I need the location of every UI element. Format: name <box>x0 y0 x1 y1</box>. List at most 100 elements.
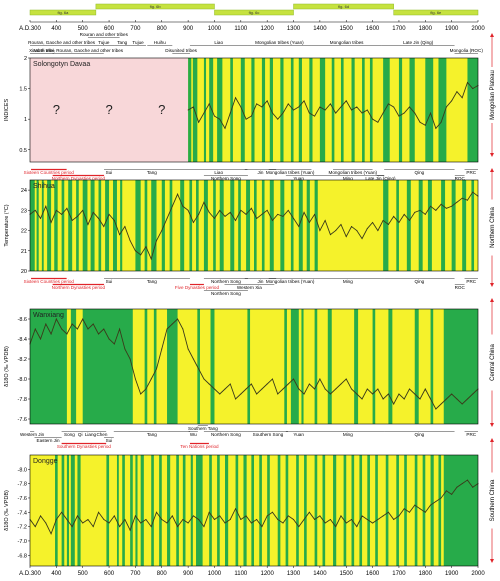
cold-period-band <box>309 58 313 162</box>
data-point <box>472 191 474 193</box>
region-arrow-down-icon <box>490 423 494 427</box>
dynasty-label: Liao <box>214 40 223 45</box>
panel-solongotyn-davaa: ?? ? 0.5 1 1.5 2 INDICES Solongotyn Davaa Rouran… <box>4 32 483 187</box>
top-axis-label: 600 <box>104 26 115 32</box>
data-point <box>171 515 173 517</box>
data-point <box>293 109 295 111</box>
data-point <box>140 522 142 524</box>
cold-period-band <box>343 455 347 566</box>
cold-period-band <box>41 180 44 271</box>
data-point <box>456 486 458 488</box>
y-tick-label: 24 <box>21 188 27 194</box>
top-axis-label: 2000 <box>471 26 485 32</box>
cold-period-band <box>327 309 332 424</box>
question-mark: ? <box>53 102 60 117</box>
data-point <box>198 368 200 370</box>
data-point <box>203 201 205 203</box>
cold-period-band <box>388 309 393 424</box>
data-point <box>203 378 205 380</box>
top-axis-label: 1700 <box>392 26 406 32</box>
cold-period-band <box>306 180 310 271</box>
cold-period-band <box>140 455 144 566</box>
data-point <box>129 529 131 531</box>
data-point <box>372 118 374 120</box>
x-tick-label: 900 <box>183 571 194 577</box>
cold-period-band <box>314 180 318 271</box>
data-point <box>271 112 273 114</box>
data-point <box>177 526 179 528</box>
data-point <box>76 215 78 217</box>
data-point <box>145 246 147 248</box>
y-tick-label: 21 <box>21 249 27 255</box>
data-point <box>277 518 279 520</box>
cold-period-band <box>55 455 58 566</box>
data-point <box>92 526 94 528</box>
data-point <box>45 522 47 524</box>
cold-period-band <box>351 58 355 162</box>
cold-period-band <box>210 309 215 424</box>
fig-segment-label: fig. 6a <box>57 10 69 15</box>
cold-period-band <box>213 180 216 271</box>
data-point <box>250 383 252 385</box>
y-tick-label: -8.0 <box>18 467 27 473</box>
data-point <box>335 388 337 390</box>
dynasty-label: Southern Dynasties period <box>57 444 112 449</box>
data-point <box>177 193 179 195</box>
dynasty-label: ROC <box>455 176 466 181</box>
data-point <box>224 388 226 390</box>
data-point <box>134 515 136 517</box>
data-point <box>329 393 331 395</box>
data-point <box>198 518 200 520</box>
cold-period-band <box>359 455 363 566</box>
dynasty-label: Northern Dynasties period <box>52 285 106 290</box>
dynasty-label: Yuan <box>293 432 304 437</box>
y-tick-label: -7.6 <box>18 496 27 502</box>
dynasty-label: Mongolian tribes (Yuan) <box>266 279 315 284</box>
data-point <box>108 213 110 215</box>
cold-period-band <box>280 180 285 271</box>
data-point <box>161 348 163 350</box>
cold-period-band <box>120 180 123 271</box>
data-point <box>366 109 368 111</box>
data-point <box>461 483 463 485</box>
dynasty-label: Tang <box>147 279 157 284</box>
data-point <box>372 393 374 395</box>
data-point <box>408 511 410 513</box>
data-point <box>108 522 110 524</box>
data-point <box>213 115 215 117</box>
data-point <box>372 221 374 223</box>
y-tick-label: -7.8 <box>18 397 27 403</box>
cold-period-band <box>418 180 423 271</box>
dynasty-label: Mongolian tribes (Yuan) <box>329 170 378 175</box>
data-point <box>198 213 200 215</box>
fig-segment-label: fig. 6b <box>150 4 162 9</box>
data-point <box>140 254 142 256</box>
dynasty-label: Sui <box>106 438 113 443</box>
x-tick-label: 2000 <box>471 571 485 577</box>
data-point <box>261 526 263 528</box>
cold-period-band <box>375 455 378 566</box>
data-point <box>414 112 416 114</box>
data-point <box>461 97 463 99</box>
data-point <box>229 211 231 213</box>
data-point <box>345 236 347 238</box>
data-point <box>235 398 237 400</box>
data-point <box>303 211 305 213</box>
cold-period-band <box>396 455 399 566</box>
data-point <box>303 518 305 520</box>
cold-period-band <box>54 180 58 271</box>
data-point <box>92 211 94 213</box>
cold-period-band <box>246 180 251 271</box>
cold-period-band <box>105 180 110 271</box>
data-point <box>282 215 284 217</box>
cold-period-band <box>219 180 224 271</box>
y-tick-label: -7.0 <box>18 539 27 545</box>
cold-period-band <box>144 309 148 424</box>
dynasty-label: PRC <box>466 170 476 175</box>
data-point <box>224 127 226 129</box>
data-point <box>308 112 310 114</box>
cold-period-band <box>196 455 203 566</box>
data-point <box>182 518 184 520</box>
question-mark: ? <box>158 102 165 117</box>
data-point <box>192 358 194 360</box>
